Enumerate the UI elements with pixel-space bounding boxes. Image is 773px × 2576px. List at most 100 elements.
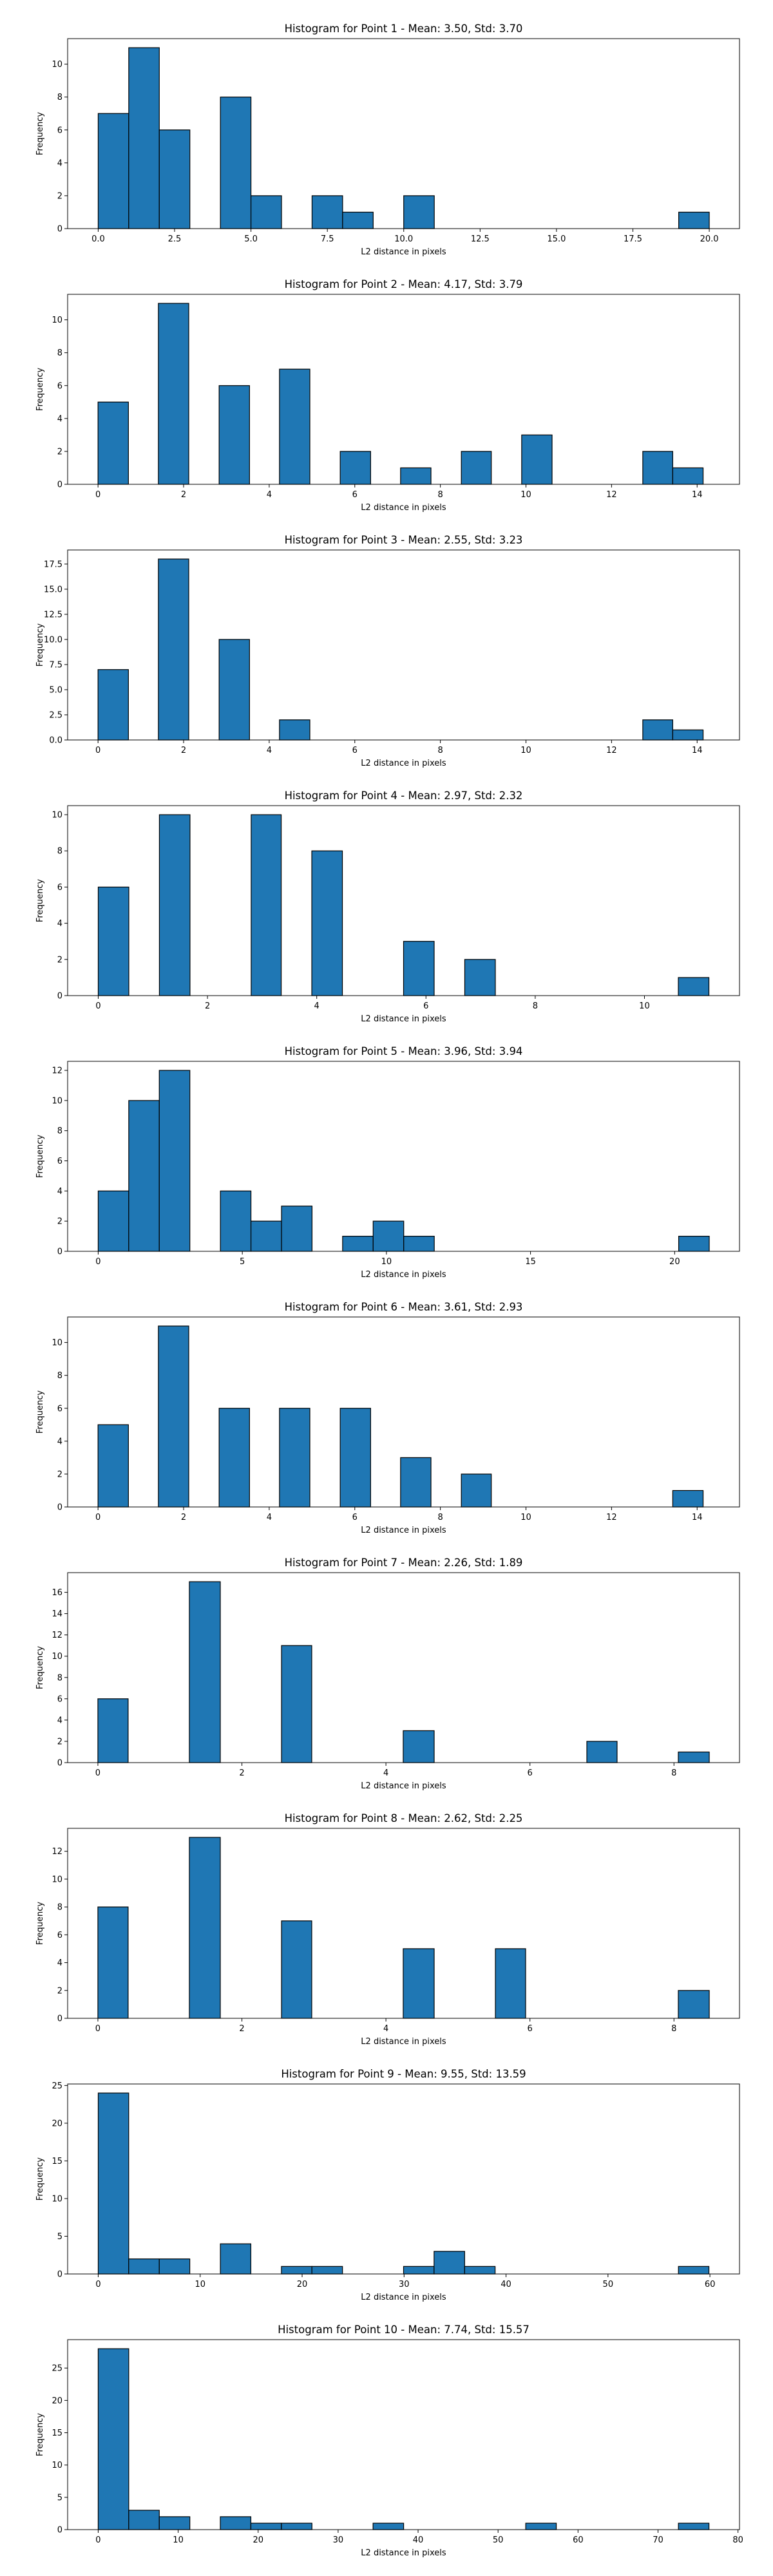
x-tick-label: 8 — [437, 1513, 443, 1522]
histogram-bar — [158, 2516, 191, 2530]
x-tick-label: 0 — [95, 2024, 100, 2034]
x-tick-label: 10 — [173, 2535, 184, 2545]
axes-frame — [67, 1316, 740, 1508]
x-tick-label: 80 — [732, 2535, 743, 2545]
y-tick-label: 4 — [57, 414, 62, 424]
histogram-bar — [281, 2523, 312, 2530]
y-tick-label: 7.5 — [49, 660, 62, 670]
histogram-bar — [158, 1070, 191, 1252]
x-tick-label: 6 — [528, 2024, 533, 2034]
y-tick-label: 8 — [57, 1673, 62, 1683]
histogram-bar — [586, 1741, 618, 1763]
y-tick-label: 15.0 — [44, 585, 62, 594]
histogram-bar — [279, 1408, 310, 1508]
y-tick-label: 10 — [52, 811, 62, 820]
histogram-bar — [97, 1698, 129, 1763]
histogram-bar — [97, 1906, 129, 2019]
chart-title: Histogram for Point 10 - Mean: 7.74, Std… — [278, 2324, 530, 2336]
y-tick-label: 2.5 — [49, 710, 62, 720]
y-tick-label: 4 — [57, 1437, 62, 1446]
x-tick-label: 10 — [639, 1001, 650, 1011]
y-tick-label: 20 — [52, 2119, 62, 2128]
histogram-bar — [672, 467, 704, 485]
y-tick-label: 6 — [57, 1931, 62, 1940]
histogram-bar — [158, 303, 189, 485]
x-tick-label: 30 — [333, 2535, 344, 2545]
y-tick-label: 10 — [52, 316, 62, 325]
y-tick-label: 8 — [57, 1371, 62, 1381]
histogram-bar — [97, 886, 129, 996]
x-tick-label: 5 — [240, 1257, 245, 1267]
chart-title: Histogram for Point 7 - Mean: 2.26, Std:… — [285, 1557, 523, 1569]
histogram-bar — [158, 2258, 191, 2275]
x-tick-label: 2 — [181, 746, 186, 755]
x-axis-label: L2 distance in pixels — [361, 1781, 446, 1791]
y-tick-label: 12 — [52, 1631, 62, 1640]
x-axis-label: L2 distance in pixels — [361, 247, 446, 257]
x-tick-label: 10 — [520, 490, 531, 500]
y-tick-label: 10 — [52, 1096, 62, 1106]
x-tick-label: 10.0 — [394, 234, 413, 244]
histogram-bar — [342, 1235, 374, 1252]
histogram-bar — [678, 2266, 710, 2275]
y-tick-label: 10 — [52, 60, 62, 70]
histogram-bar — [218, 385, 250, 485]
histogram-bar — [250, 195, 282, 229]
y-tick-label: 8 — [57, 1126, 62, 1136]
histogram-bar — [372, 1220, 405, 1252]
histogram-bar — [128, 47, 160, 229]
histogram-bar — [128, 2510, 160, 2530]
x-tick-label: 7.5 — [321, 234, 334, 244]
x-tick-label: 30 — [399, 2280, 410, 2289]
x-tick-label: 8 — [437, 746, 443, 755]
y-axis-label: Frequency — [35, 2157, 45, 2201]
y-tick-label: 8 — [57, 1903, 62, 1913]
x-tick-label: 4 — [383, 2024, 388, 2034]
y-tick-label: 12.5 — [44, 610, 62, 620]
x-tick-label: 20 — [297, 2280, 308, 2289]
histogram-bar — [158, 1325, 189, 1508]
y-tick-label: 25 — [52, 2081, 62, 2091]
y-axis-label: Frequency — [35, 623, 45, 667]
y-tick-label: 8 — [57, 348, 62, 358]
histogram-bar — [281, 1645, 312, 1763]
y-tick-label: 5 — [57, 2232, 62, 2242]
x-tick-label: 5.0 — [244, 234, 258, 244]
x-tick-label: 0 — [95, 746, 100, 755]
histogram-bar — [250, 2523, 282, 2530]
x-tick-label: 4 — [267, 746, 272, 755]
x-tick-label: 50 — [603, 2280, 614, 2289]
axes-frame — [67, 294, 740, 485]
x-tick-label: 10 — [520, 1513, 531, 1522]
x-axis-label: L2 distance in pixels — [361, 2293, 446, 2302]
histogram-bar — [218, 1408, 250, 1508]
histogram-bar — [678, 977, 710, 996]
x-tick-label: 14 — [692, 1513, 703, 1522]
histogram-bar — [678, 211, 710, 229]
histogram-bar — [281, 2266, 312, 2275]
y-tick-label: 15 — [52, 2429, 62, 2438]
y-tick-label: 6 — [57, 1694, 62, 1704]
y-axis-label: Frequency — [35, 1646, 45, 1689]
histogram-bar — [311, 2266, 343, 2275]
subplot-4: Histogram for Point 4 - Mean: 2.97, Std:… — [35, 790, 740, 1024]
histogram-bar — [678, 2523, 710, 2530]
histogram-bar — [400, 467, 432, 485]
x-tick-label: 14 — [692, 490, 703, 500]
x-tick-label: 10 — [195, 2280, 205, 2289]
y-axis-label: Frequency — [35, 112, 45, 155]
y-tick-label: 10 — [52, 2461, 62, 2470]
histogram-bar — [158, 558, 189, 741]
y-tick-label: 2 — [57, 191, 62, 201]
y-tick-label: 0.0 — [49, 736, 62, 746]
histogram-bar — [403, 1948, 435, 2019]
y-axis-label: Frequency — [35, 2413, 45, 2456]
histogram-bar — [403, 1730, 435, 1763]
histogram-bar — [525, 2523, 557, 2530]
x-tick-label: 6 — [423, 1001, 428, 1011]
chart-title: Histogram for Point 8 - Mean: 2.62, Std:… — [285, 1812, 523, 1824]
x-tick-label: 12 — [606, 490, 617, 500]
histogram-bar — [372, 2523, 405, 2530]
histogram-bar — [97, 2092, 129, 2275]
histogram-bar — [97, 1424, 129, 1508]
